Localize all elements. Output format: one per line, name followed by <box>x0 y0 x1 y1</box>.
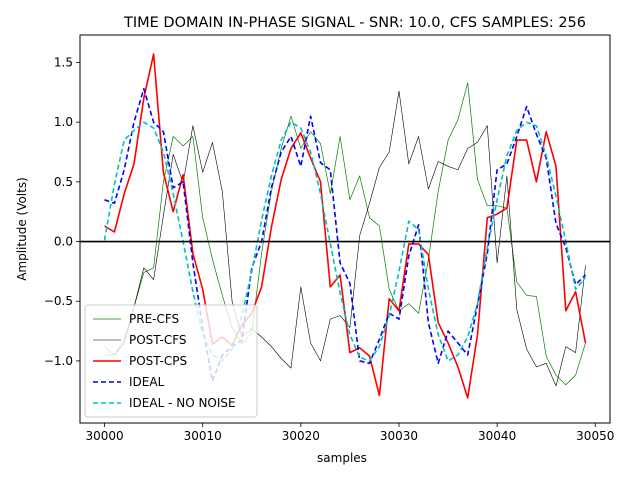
plot-frame <box>79 34 611 424</box>
y-tick-label: −1.0 <box>44 354 73 368</box>
x-tick-label: 30050 <box>576 429 614 443</box>
x-tick-label: 30010 <box>184 429 222 443</box>
y-tick-label: 1.0 <box>54 115 73 129</box>
y-tick-label: 1.5 <box>54 55 73 69</box>
x-tick-label: 30020 <box>282 429 320 443</box>
legend-label: PRE-CFS <box>129 312 179 326</box>
series-line-2 <box>104 90 586 387</box>
legend-label: IDEAL - NO NOISE <box>129 396 236 410</box>
legend-box <box>84 304 258 418</box>
y-tick-label: 0.5 <box>54 175 73 189</box>
series-line-1 <box>104 82 586 386</box>
x-axis-label: samples <box>317 451 367 465</box>
axis-layer: 30000 30010 30020 30030 30040 30050 −1.0 −0.5 0.… <box>44 55 615 443</box>
series-line-4 <box>104 87 587 383</box>
legend: PRE-CFS POST-CFS POST-CPS IDEAL IDEAL - NO N… <box>84 304 258 418</box>
y-tick-label: 0.0 <box>54 235 73 249</box>
chart-title: TIME DOMAIN IN-PHASE SIGNAL - SNR: 10.0,… <box>123 15 586 31</box>
legend-label: POST-CPS <box>129 354 187 368</box>
legend-label: IDEAL <box>129 375 165 389</box>
x-tick-label: 30000 <box>85 429 123 443</box>
plot-layer <box>80 53 610 399</box>
x-tick-label: 30040 <box>478 429 516 443</box>
y-tick-label: −0.5 <box>44 294 73 308</box>
series-line-5 <box>103 121 587 362</box>
y-axis-label: Amplitude (Volts) <box>15 177 29 281</box>
x-tick-label: 30030 <box>380 429 418 443</box>
legend-label: POST-CFS <box>129 333 187 347</box>
